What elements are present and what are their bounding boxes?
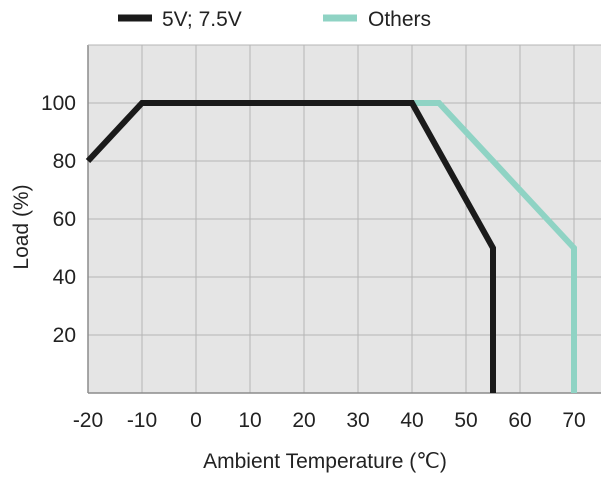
x-tick-label-neg10: -10 xyxy=(127,409,157,432)
x-tick-label-50: 50 xyxy=(454,409,477,432)
series-line-others xyxy=(412,100,577,393)
plot-area: -20 -10 0 10 20 30 40 50 60 70 20 40 60 80 100 xyxy=(41,44,601,432)
y-tick-label-40: 40 xyxy=(53,266,76,289)
x-tick-label-20: 20 xyxy=(292,409,315,432)
y-axis-title: Load (%) xyxy=(10,184,33,269)
y-tick-label-80: 80 xyxy=(53,150,76,173)
series-line-5v-7-5v xyxy=(85,100,496,393)
y-tick-label-60: 60 xyxy=(53,208,76,231)
x-tick-label-30: 30 xyxy=(346,409,369,432)
x-tick-label-60: 60 xyxy=(508,409,531,432)
legend-label-5v-7-5v: 5V; 7.5V xyxy=(162,8,242,31)
x-tick-label-0: 0 xyxy=(190,409,202,432)
x-tick-label-neg20: -20 xyxy=(73,409,103,432)
legend: 5V; 7.5V Others xyxy=(118,8,431,31)
y-tick-label-20: 20 xyxy=(53,324,76,347)
y-tick-label-100: 100 xyxy=(41,92,76,115)
x-tick-label-40: 40 xyxy=(400,409,423,432)
legend-label-others: Others xyxy=(368,8,431,31)
x-axis-title: Ambient Temperature (℃) xyxy=(203,450,447,473)
x-tick-label-10: 10 xyxy=(238,409,261,432)
x-tick-label-70: 70 xyxy=(562,409,585,432)
